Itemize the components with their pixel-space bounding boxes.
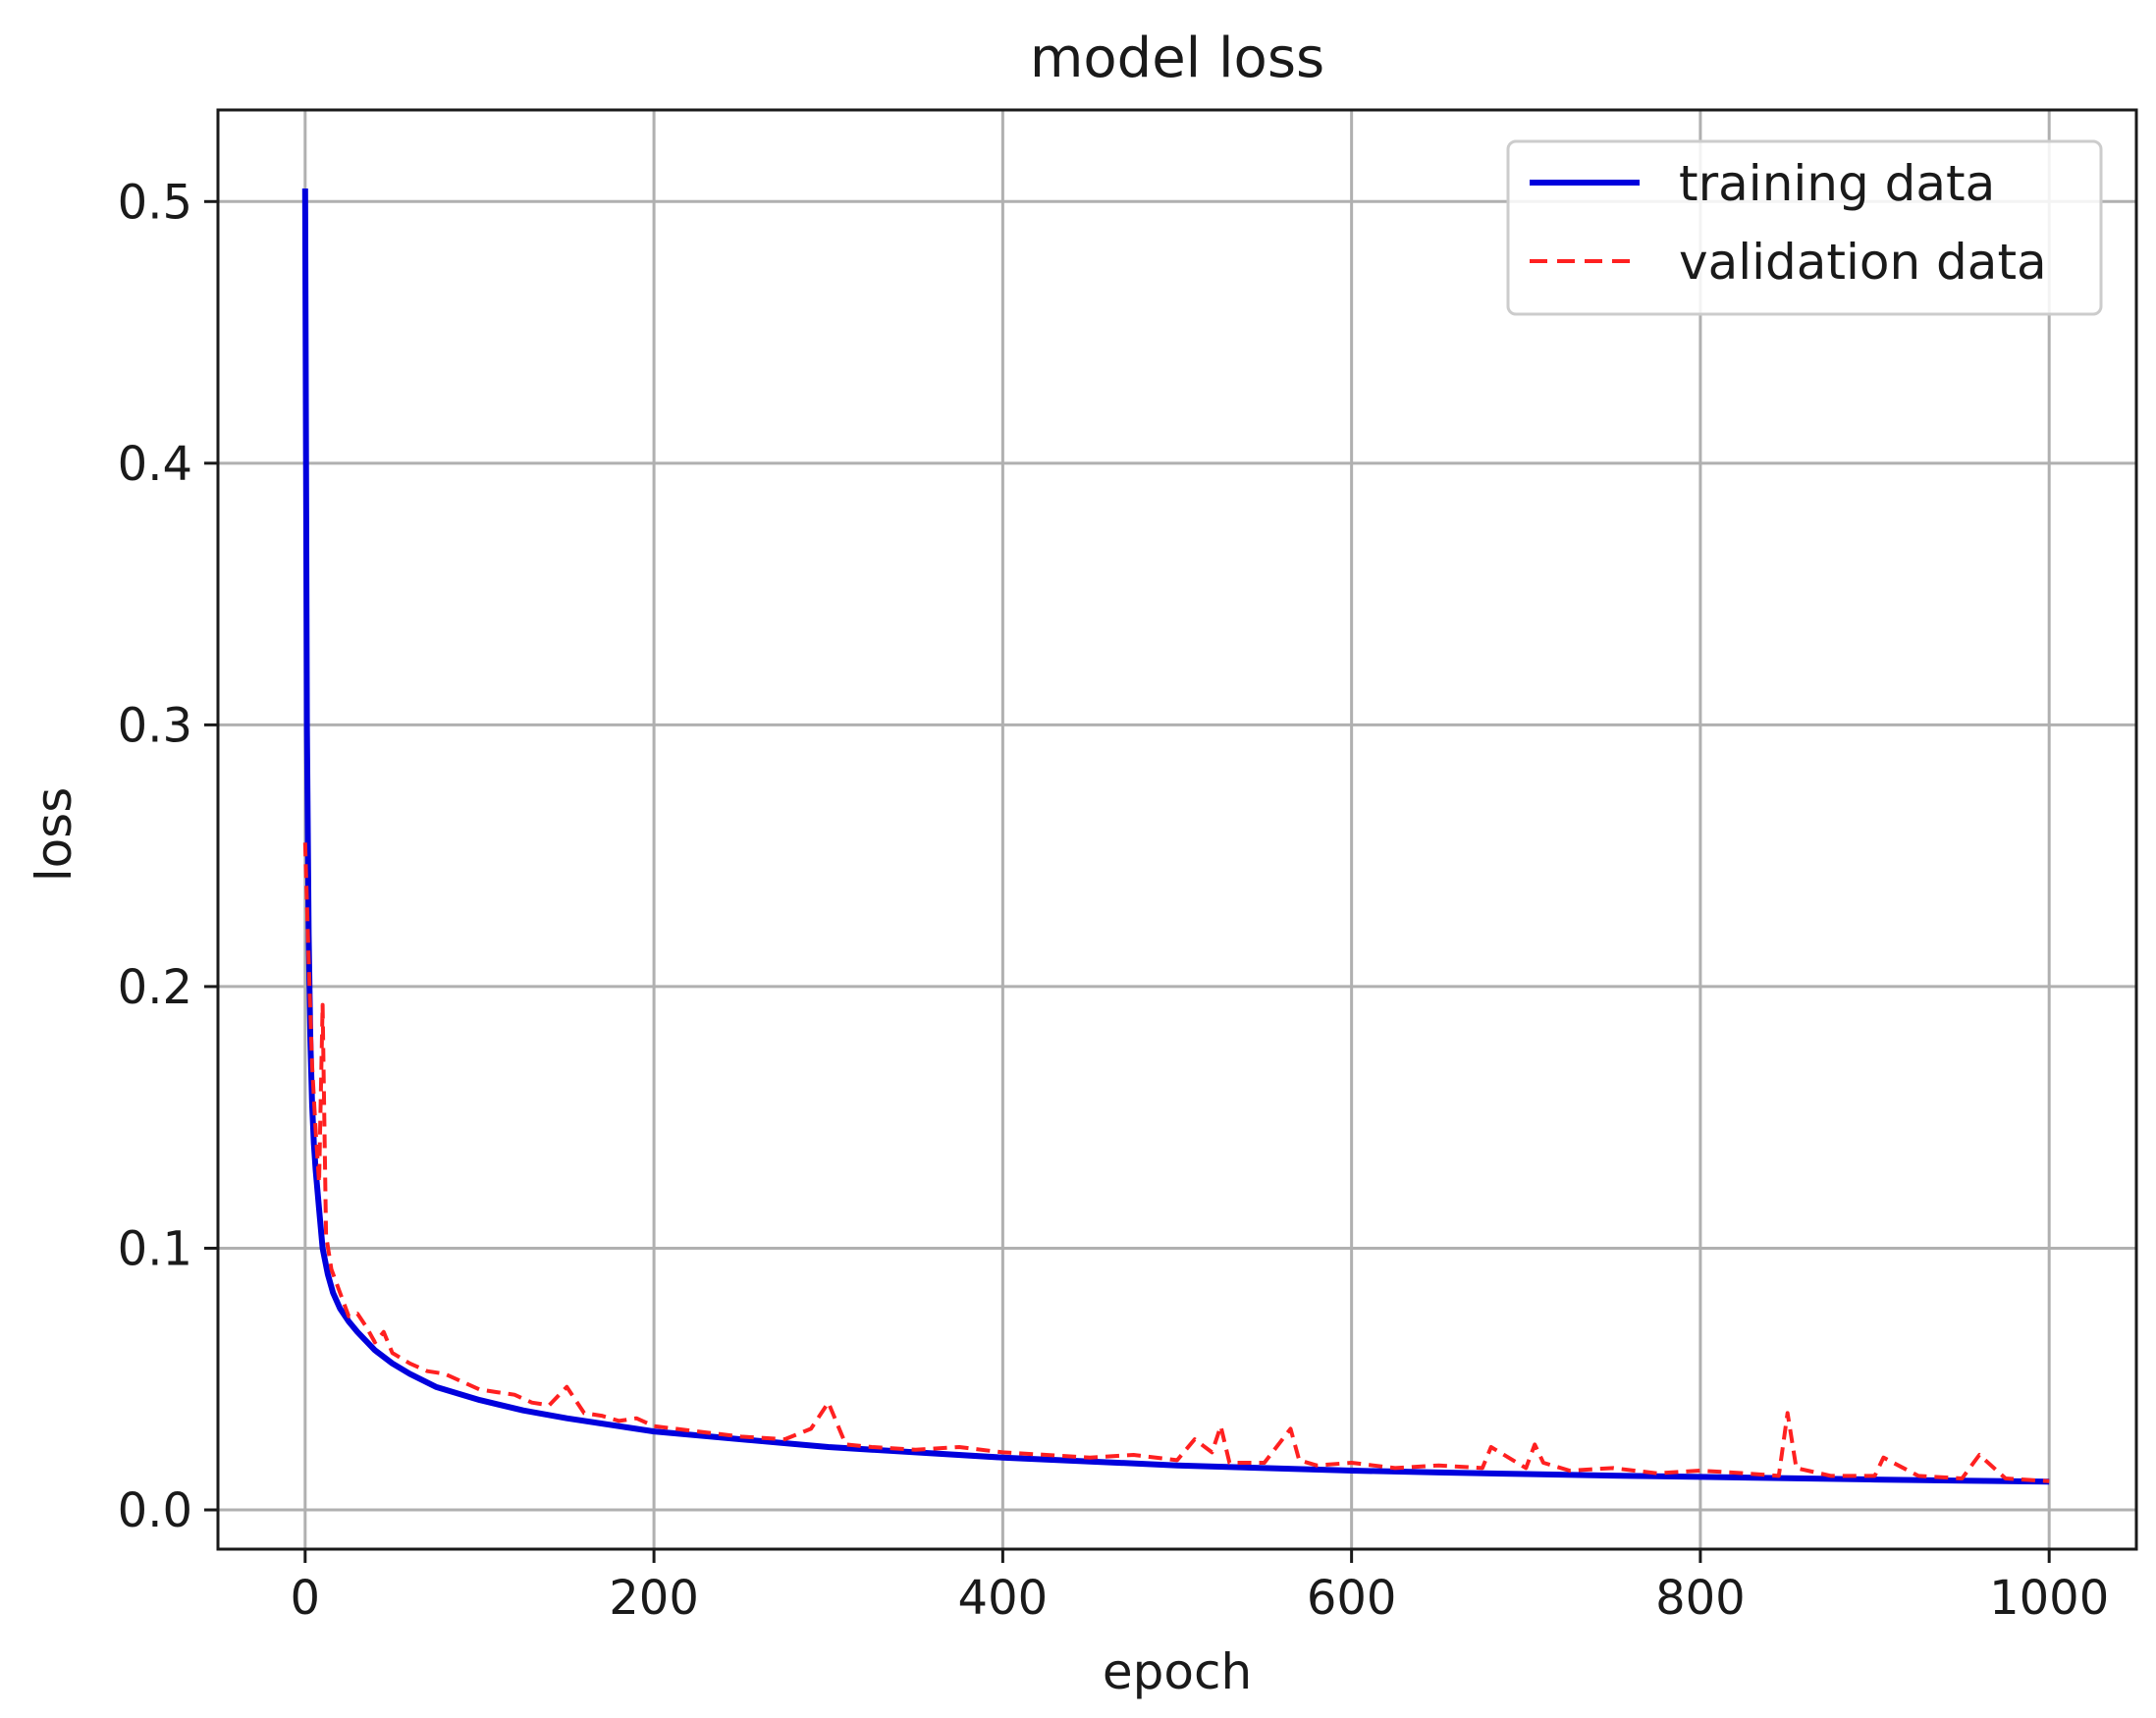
x-tick-label: 400 (958, 1571, 1049, 1626)
legend: training data validation data (1506, 139, 2103, 316)
x-tick-label: 0 (291, 1571, 321, 1626)
x-tick-label: 1000 (1989, 1571, 2109, 1626)
training-data-line (301, 188, 2050, 1485)
x-tick-label: 200 (609, 1571, 699, 1626)
chart-title: model loss (1030, 27, 1324, 90)
y-tick-label: 0.2 (118, 960, 192, 1015)
validation-data-line (302, 842, 2050, 1483)
plot-frame (216, 108, 2138, 1551)
y-tick-label: 0.3 (118, 698, 192, 753)
y-tick-label: 0.1 (118, 1221, 192, 1276)
legend-label-validation: validation data (1679, 234, 2047, 291)
x-tick-label: 600 (1307, 1571, 1397, 1626)
y-axis-title: loss (26, 787, 82, 883)
legend-box (1506, 139, 2103, 316)
legend-label-training: training data (1679, 155, 1995, 212)
ticks: 0 200 400 600 800 1000 0.0 0.1 0.2 0.3 0.4 0.5 (118, 175, 2110, 1626)
y-tick-label: 0.0 (118, 1483, 192, 1538)
grid (218, 110, 2136, 1549)
x-tick-label: 800 (1655, 1571, 1746, 1626)
y-tick-label: 0.5 (118, 175, 192, 230)
y-tick-label: 0.4 (118, 437, 192, 492)
x-axis-title: epoch (1103, 1643, 1252, 1700)
series-lines (301, 188, 2050, 1485)
